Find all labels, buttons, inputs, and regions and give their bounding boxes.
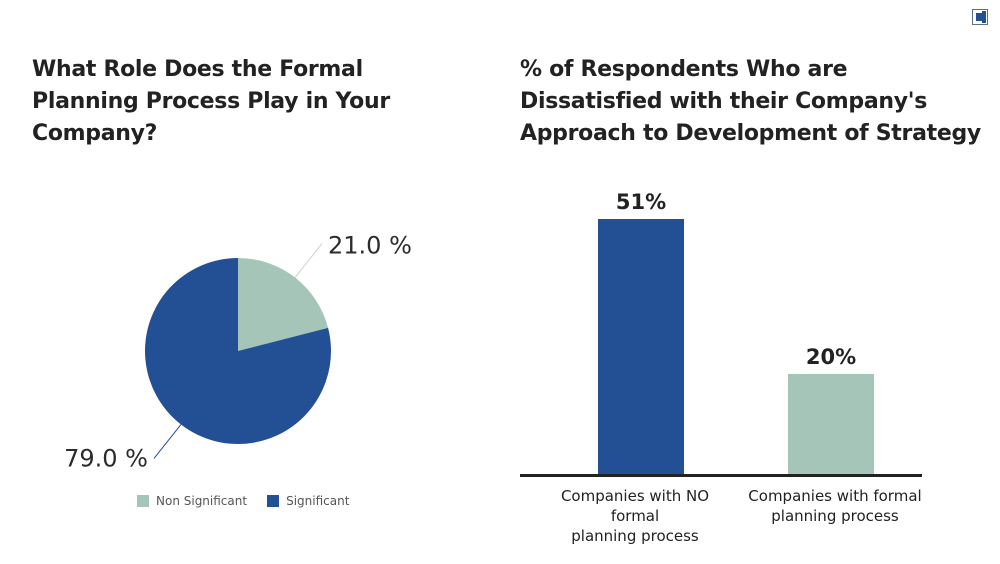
legend-label-significant: Significant — [286, 494, 350, 508]
legend-swatch-non-significant — [137, 495, 149, 507]
bar-value-label: 51% — [616, 190, 666, 214]
legend-swatch-significant — [267, 495, 280, 507]
legend-item-significant[interactable]: Significant — [267, 494, 349, 508]
pie-chart-title: What Role Does the Formal Planning Proce… — [32, 57, 390, 146]
bar-category-label-no-formal: Companies with NO formal planning proces… — [535, 486, 735, 546]
pie-leader-line — [294, 243, 323, 278]
bar-no-formal-planning — [598, 219, 684, 474]
bar-category-label-formal: Companies with formal planning process — [735, 486, 935, 526]
pie-label-significant: 79.0 % — [64, 444, 148, 472]
legend-item-non-significant[interactable]: Non Significant — [137, 494, 247, 508]
bar-category-label-line: planning process — [771, 507, 899, 525]
pie-slice-significant — [145, 258, 331, 444]
brand-logo-icon — [972, 9, 988, 25]
legend-label-non-significant: Non Significant — [156, 494, 248, 508]
pie-legend: Non Significant Significant — [137, 494, 369, 508]
pie-slice-non-significant — [238, 258, 329, 351]
bar-chart-title: % of Respondents Who are Dissatisfied wi… — [520, 57, 981, 146]
pie-leader-line — [153, 424, 182, 459]
bar-value-label: 20% — [806, 345, 856, 369]
bar-formal-planning — [788, 374, 874, 474]
pie-label-non-significant: 21.0 % — [328, 232, 412, 260]
bar-category-label-line: Companies with NO formal — [560, 487, 710, 525]
bar-category-label-line: Companies with formal — [748, 487, 922, 505]
bar-category-label-line: planning process — [571, 527, 699, 545]
